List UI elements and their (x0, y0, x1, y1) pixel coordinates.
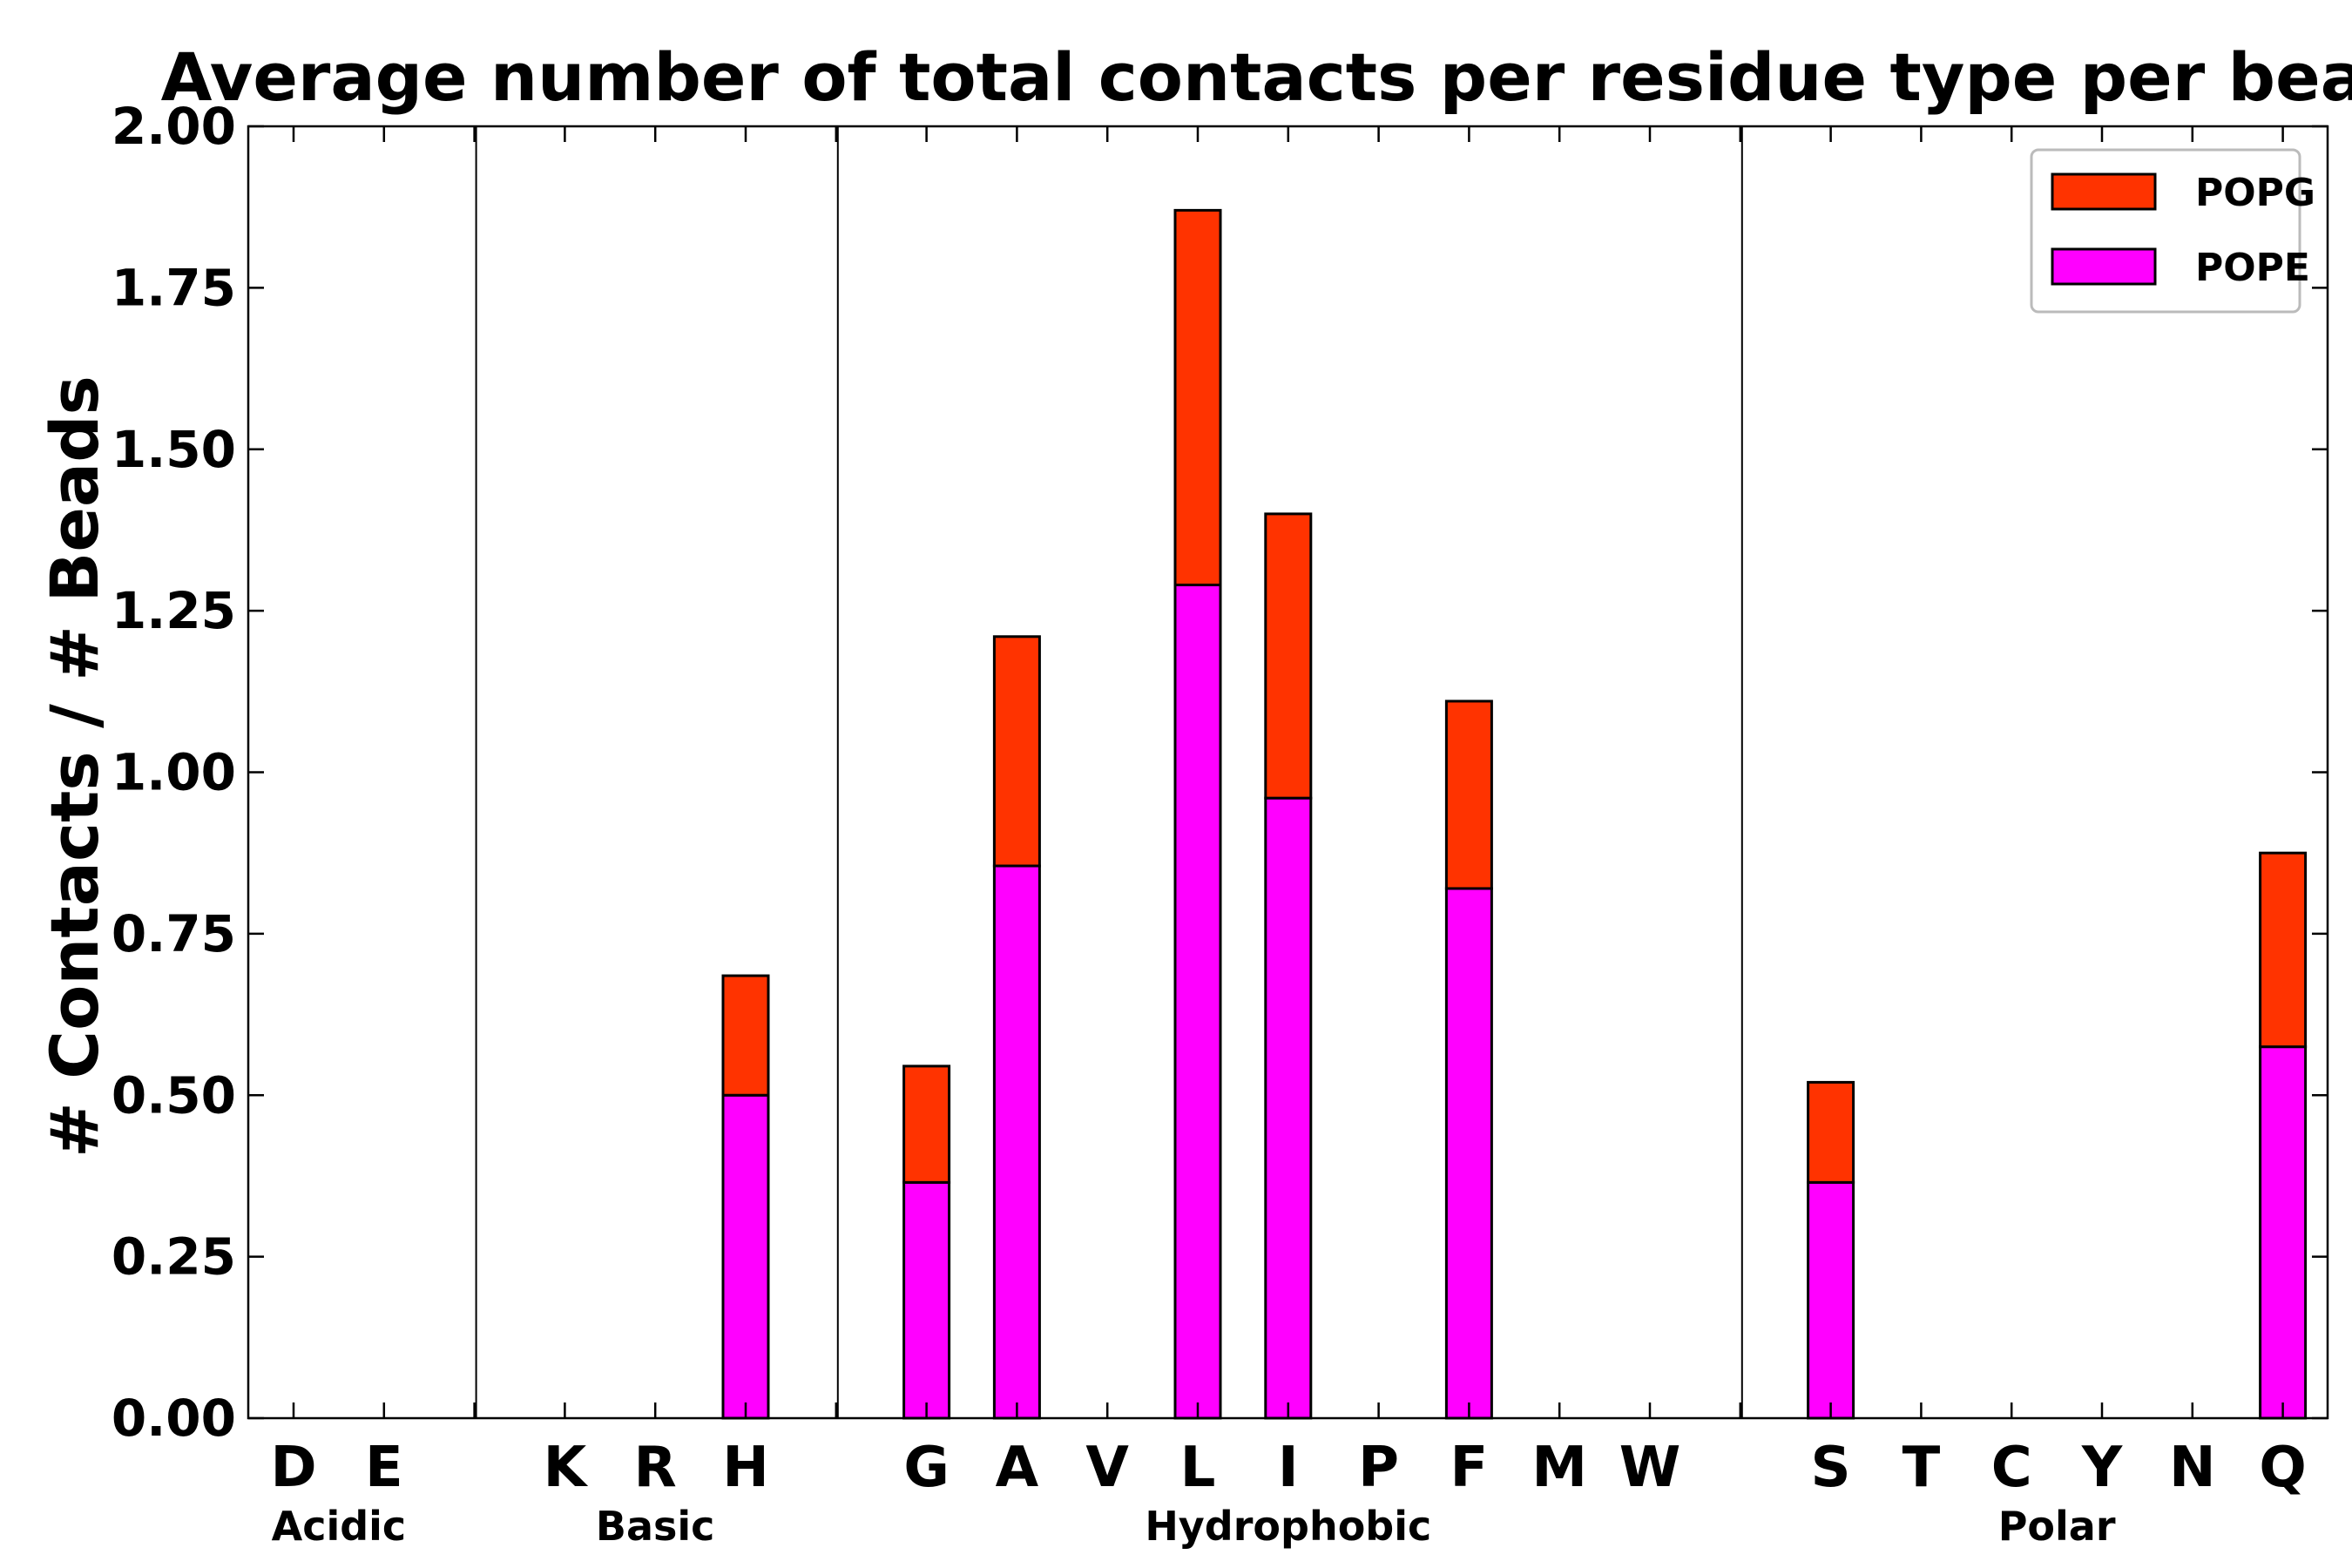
bar-popg-10 (1173, 208, 1222, 586)
x-tick-label-9: V (1085, 1436, 1129, 1500)
x-tick-label-5: H (722, 1436, 769, 1500)
bar-pope-5 (721, 1093, 770, 1420)
bar-popg-22 (2259, 851, 2308, 1049)
y-tick-label-2: 0.50 (112, 1065, 236, 1125)
y-tick-label-6: 1.50 (112, 420, 236, 479)
x-tick-label-1: E (365, 1436, 403, 1500)
plot-area: 0.00 0.25 0.50 0.75 1.00 1.25 1.50 1.75 2.00 D E K R… (112, 97, 2329, 1550)
x-tick-label-8: A (996, 1436, 1039, 1500)
x-tick-label-4: R (634, 1436, 677, 1500)
y-tick-label-1: 0.25 (112, 1227, 236, 1287)
x-tick-label-22: Q (2259, 1436, 2306, 1500)
x-tick-label-3: K (544, 1436, 589, 1500)
bar-pope-7 (902, 1180, 951, 1420)
legend-swatch-popg (2051, 172, 2157, 211)
bar-pope-17 (1807, 1180, 1855, 1420)
x-tick-label-14: M (1531, 1436, 1587, 1500)
y-tick-label-4: 1.00 (112, 743, 236, 802)
bar-pope-22 (2259, 1045, 2308, 1420)
y-tick-label-5: 1.25 (112, 581, 236, 640)
y-tick-label-8: 2.00 (112, 97, 236, 156)
x-tick-label-13: F (1450, 1436, 1489, 1500)
x-tick-label-19: C (1991, 1436, 2032, 1500)
group-label-acidic: Acidic (272, 1503, 407, 1550)
x-tick-label-11: I (1278, 1436, 1299, 1500)
bar-pope-8 (992, 864, 1041, 1420)
bar-pope-11 (1264, 796, 1313, 1420)
bar-popg-17 (1807, 1080, 1855, 1184)
legend-label-popg: POPG (2195, 171, 2315, 215)
x-tick-label-20: Y (2081, 1436, 2123, 1500)
bar-popg-7 (902, 1064, 951, 1184)
bar-pope-10 (1173, 583, 1222, 1420)
y-tick-label-7: 1.75 (112, 258, 236, 317)
group-label-basic: Basic (596, 1503, 715, 1550)
bar-popg-8 (992, 635, 1041, 868)
x-tick-label-18: T (1903, 1436, 1941, 1500)
x-tick-label-0: D (270, 1436, 316, 1500)
x-tick-label-21: N (2169, 1436, 2216, 1500)
group-label-polar: Polar (1998, 1503, 2116, 1550)
bar-popg-13 (1444, 700, 1493, 890)
x-tick-label-7: G (903, 1436, 950, 1500)
legend-label-pope: POPE (2195, 246, 2310, 290)
y-tick-label-0: 0.00 (112, 1389, 236, 1448)
y-axis-label: # Contacts / # Beads (36, 375, 113, 1158)
bar-popg-5 (721, 974, 770, 1097)
chart-title: Average number of total contacts per res… (161, 38, 2352, 116)
x-tick-label-12: P (1358, 1436, 1399, 1500)
x-tick-label-10: L (1180, 1436, 1216, 1500)
x-tick-label-15: W (1619, 1436, 1681, 1500)
y-tick-label-3: 0.75 (112, 904, 236, 963)
legend-swatch-pope (2051, 247, 2157, 286)
x-tick-label-17: S (1811, 1436, 1851, 1500)
group-label-hydrophobic: Hydrophobic (1145, 1503, 1431, 1550)
bar-popg-11 (1264, 512, 1313, 800)
bar-pope-13 (1444, 887, 1493, 1420)
